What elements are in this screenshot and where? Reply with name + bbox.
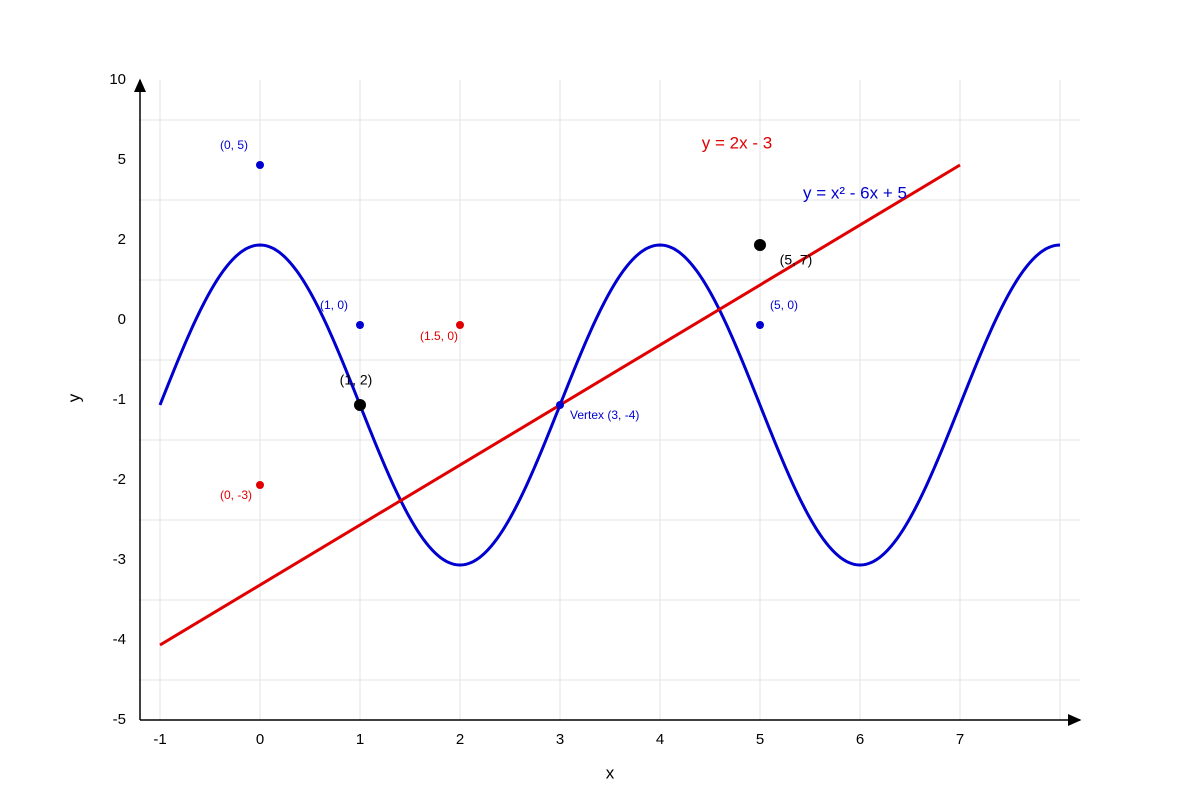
x-tick-label: -1 <box>153 731 166 748</box>
point-label: (0, -3) <box>220 488 252 502</box>
point <box>256 161 264 169</box>
x-tick-label: 1 <box>356 731 364 748</box>
y-tick-label: 2 <box>118 231 126 248</box>
y-tick-label: -4 <box>113 631 126 648</box>
point-label: (5, 7) <box>780 252 813 268</box>
ticks: -1 0 1 2 3 4 5 6 7 10 5 2 0 -1 -2 -3 -4 -5 <box>109 71 964 748</box>
curve-label: y = x² - 6x + 5 <box>803 183 907 202</box>
point-label: Vertex (3, -4) <box>570 408 639 422</box>
grid <box>140 80 1080 720</box>
point <box>256 481 264 489</box>
point-label: (0, 5) <box>220 138 248 152</box>
x-tick-label: 7 <box>956 731 964 748</box>
x-axis-label: x <box>606 763 615 782</box>
points: (0, 5) (1, 0) (1.5, 0) (0, -3) (5, 0) Vertex … <box>220 138 812 502</box>
point-label: (1, 2) <box>340 372 373 388</box>
point <box>456 321 464 329</box>
y-tick-label: -3 <box>113 551 126 568</box>
point-label: (5, 0) <box>770 298 798 312</box>
point <box>754 239 766 251</box>
point <box>356 321 364 329</box>
point-label: (1.5, 0) <box>420 329 458 343</box>
point-label: (1, 0) <box>320 298 348 312</box>
x-tick-label: 0 <box>256 731 264 748</box>
y-tick-label: 0 <box>118 311 126 328</box>
point <box>556 401 564 409</box>
x-tick-label: 6 <box>856 731 864 748</box>
x-tick-label: 5 <box>756 731 764 748</box>
y-tick-label: 10 <box>109 71 126 88</box>
y-tick-label: -1 <box>113 391 126 408</box>
x-tick-label: 3 <box>556 731 564 748</box>
point <box>756 321 764 329</box>
point <box>354 399 366 411</box>
y-tick-label: -5 <box>113 711 126 728</box>
blue-curve <box>158 243 1061 567</box>
y-axis-label: y <box>64 393 83 402</box>
line-label: y = 2x - 3 <box>702 133 772 152</box>
y-tick-label: 5 <box>118 151 126 168</box>
y-tick-label: -2 <box>113 471 126 488</box>
x-tick-label: 4 <box>656 731 664 748</box>
x-tick-label: 2 <box>456 731 464 748</box>
